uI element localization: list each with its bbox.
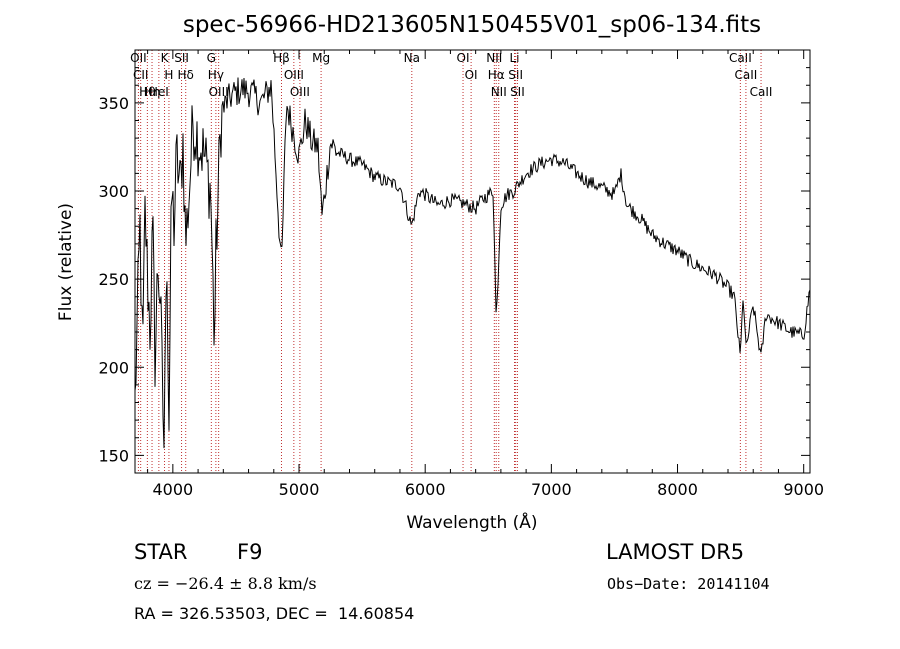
plot-frame	[134, 49, 811, 474]
y-tick-label: 350	[98, 94, 129, 113]
spectral-line-label: OI	[457, 51, 470, 65]
spectral-subclass: F9	[237, 540, 263, 564]
spectral-line-label: CaII	[729, 51, 752, 65]
spectral-line-label: Mg	[312, 51, 330, 65]
spectral-line-label: Na	[404, 51, 420, 65]
spectral-line-label: OIII	[284, 68, 304, 82]
y-tick-label: 300	[98, 182, 129, 201]
spectral-line-label: OIII	[290, 85, 310, 99]
spectral-line-label: CII	[133, 68, 148, 82]
spectral-line-label: SII	[508, 68, 523, 82]
spectral-line-label: OIII	[209, 85, 229, 99]
y-tick-label: 250	[98, 270, 129, 289]
spectral-line-label: Hδ	[178, 68, 194, 82]
spectral-line-label: HeI	[149, 85, 169, 99]
axes: 4000 5000 6000 7000 8000 9000 150 200 250 300 350	[98, 49, 824, 499]
chart-title: spec-56966-HD213605N150455V01_sp06-134.f…	[183, 12, 761, 38]
x-tick-label: 9000	[783, 480, 824, 499]
spectral-line-label: H	[164, 68, 173, 82]
spectral-line-label: Hβ	[273, 51, 290, 65]
spectral-line-label: Hθ	[139, 85, 155, 99]
spectral-line-label: NII	[491, 85, 507, 99]
ra-dec-coordinates: RA = 326.53503, DEC = 14.60854	[134, 604, 415, 623]
spectral-line-label: Hγ	[208, 68, 224, 82]
survey-name: LAMOST DR5	[606, 540, 745, 564]
spectral-line-label: OI	[465, 68, 478, 82]
series-group	[134, 77, 811, 449]
y-axis-label: Flux (relative)	[56, 203, 76, 321]
spectral-line-label: G	[207, 51, 216, 65]
spectral-line-label: SII	[174, 51, 189, 65]
object-type: STAR	[134, 540, 188, 564]
spectral-line-label: Hα	[488, 68, 505, 82]
spectrum-series-line	[134, 77, 811, 449]
spectral-line-label: OII	[130, 51, 147, 65]
spectral-line-label: Li	[509, 51, 519, 65]
spectral-line-label: NII	[486, 51, 502, 65]
x-tick-label: 4000	[152, 480, 193, 499]
x-tick-label: 5000	[279, 480, 320, 499]
spectral-line-label: CaII	[750, 85, 773, 99]
redshift-cz: cz = −26.4 ± 8.8 km/s	[134, 574, 317, 593]
x-tick-label: 8000	[657, 480, 698, 499]
x-tick-label: 7000	[531, 480, 572, 499]
x-axis-label: Wavelength (Å)	[406, 511, 537, 533]
observation-date: Obs−Date: 20141104	[607, 575, 770, 593]
spectral-line-label: SII	[510, 85, 525, 99]
spectral-line-label: K	[161, 51, 170, 65]
y-tick-label: 150	[98, 446, 129, 465]
x-tick-label: 6000	[405, 480, 446, 499]
spectral-line-label: CaII	[735, 68, 758, 82]
spectral-line-label: Hη	[144, 85, 161, 99]
y-tick-label: 200	[98, 358, 129, 377]
